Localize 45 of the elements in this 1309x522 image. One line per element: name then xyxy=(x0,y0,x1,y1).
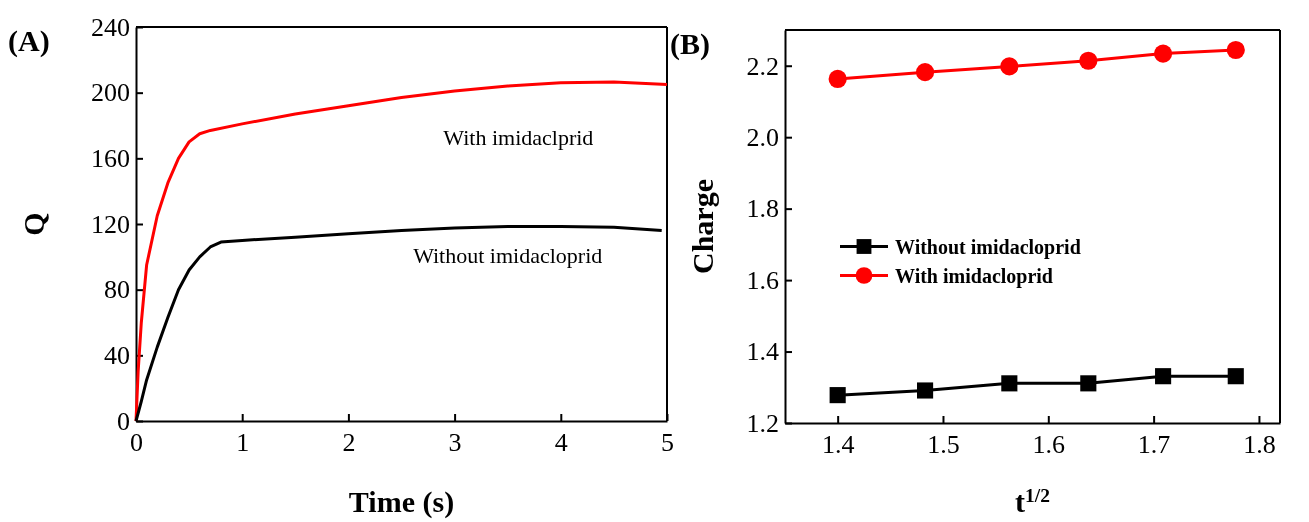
point xyxy=(1226,40,1245,60)
x-tick-label: 1.4 xyxy=(821,430,855,460)
point xyxy=(1227,368,1244,385)
point xyxy=(1079,51,1098,70)
y-tick-label: 1.4 xyxy=(746,337,779,367)
point xyxy=(1154,44,1173,63)
x-tick-label: 1.7 xyxy=(1137,430,1171,460)
x-tick-label: 2 xyxy=(342,428,356,458)
y-tick-label: 120 xyxy=(91,209,130,239)
y-axis-title: Q xyxy=(17,212,50,236)
x-tick-label: 4 xyxy=(554,428,568,458)
annotation: Without imidacloprid xyxy=(413,243,603,269)
point xyxy=(1001,375,1018,392)
y-tick-label: 2.0 xyxy=(746,123,779,152)
y-tick-label: 80 xyxy=(104,275,130,305)
y-tick-label: 0 xyxy=(117,406,130,436)
y-tick-label: 1.8 xyxy=(746,194,779,224)
x-tick-label: 3 xyxy=(448,428,462,458)
y-tick-label: 2.2 xyxy=(746,51,779,81)
point xyxy=(917,382,934,399)
x-tick-label: 1.6 xyxy=(1032,430,1066,460)
x-axis-title: t$^{1/2}$ xyxy=(1015,484,1050,518)
y-axis-title: Charge xyxy=(686,179,719,274)
y-tick-label: 160 xyxy=(91,144,130,174)
y-tick-label: 240 xyxy=(91,12,130,42)
y-tick-label: 1.6 xyxy=(746,265,779,295)
y-tick-label: 200 xyxy=(91,78,130,108)
chart-title: (A) xyxy=(8,24,50,58)
x-tick-label: 5 xyxy=(661,428,674,458)
annotation: With imidaclprid xyxy=(443,125,594,151)
y-tick-label: 40 xyxy=(104,341,130,371)
point xyxy=(1000,57,1019,76)
x-axis-title: Time (s) xyxy=(348,485,455,519)
x-tick-label: 1.8 xyxy=(1243,430,1276,460)
legend-label: With imidacloprid xyxy=(895,264,1053,288)
point xyxy=(1155,368,1172,385)
chart-title: (B) xyxy=(670,27,710,61)
point xyxy=(829,387,846,404)
legend-label: Without imidacloprid xyxy=(895,235,1081,259)
point xyxy=(828,69,847,89)
x-tick-label: 1.5 xyxy=(927,430,960,460)
point xyxy=(915,63,935,82)
y-tick-label: 1.2 xyxy=(746,408,779,438)
point xyxy=(1080,375,1097,392)
x-tick-label: 1 xyxy=(236,428,250,458)
